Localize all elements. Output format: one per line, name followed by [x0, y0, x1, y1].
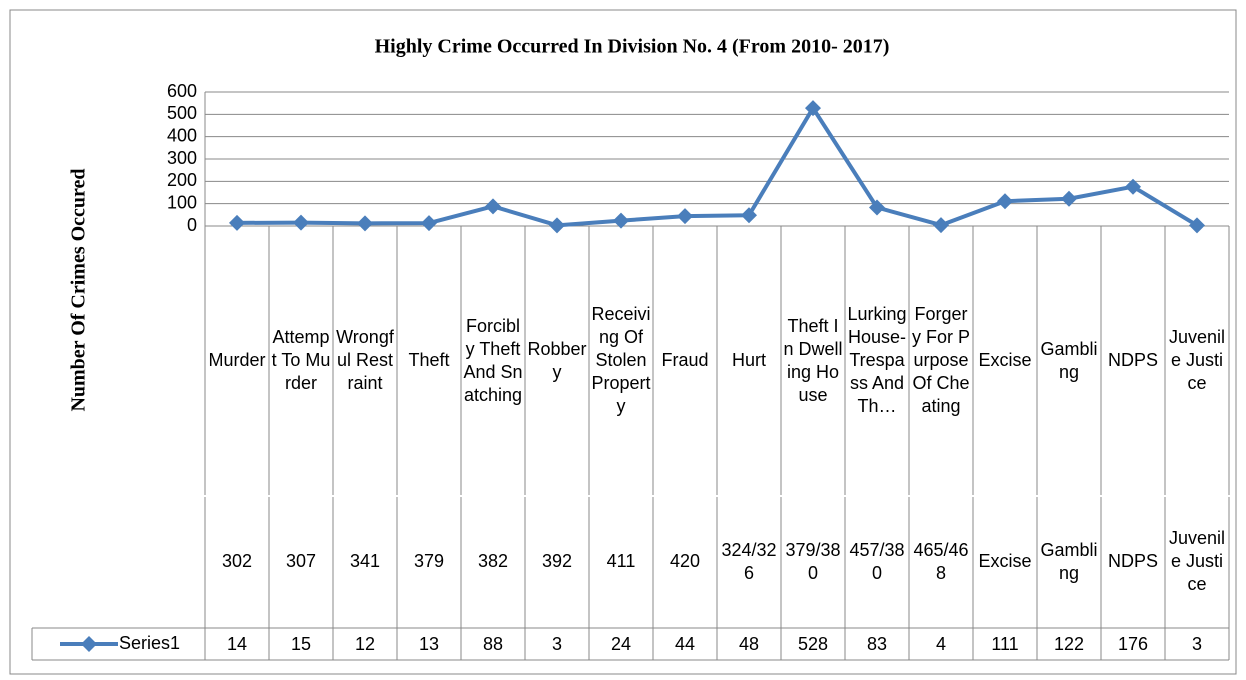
y-tick-label: 200: [167, 170, 197, 190]
marker: [613, 212, 629, 229]
data-table-value: 48: [738, 633, 760, 654]
subcategory-label: 411: [606, 551, 636, 571]
data-table-value: 111: [991, 633, 1019, 654]
data-table-value: 24: [610, 633, 632, 654]
data-table-value: 44: [674, 633, 696, 654]
data-table-value: 528: [797, 633, 829, 654]
marker: [997, 193, 1013, 210]
category-label: Hurt: [731, 350, 766, 370]
category-label: Theft In Dwelling House: [783, 315, 843, 405]
marker: [741, 207, 757, 224]
y-tick-label: 500: [167, 103, 197, 123]
category-label: Gambling: [1040, 338, 1098, 382]
subcategory-label: 302: [221, 551, 253, 571]
marker: [677, 208, 693, 225]
subcategory-label: 379/380: [785, 539, 841, 583]
legend-marker: [81, 636, 97, 652]
chart-border: [9, 9, 1237, 675]
marker: [549, 217, 565, 234]
marker: [1061, 190, 1077, 207]
marker: [933, 217, 949, 234]
data-table-value: 83: [866, 633, 888, 654]
subcategory-label: Excise: [978, 551, 1032, 571]
category-label: Wrongful Restraint: [336, 327, 394, 393]
y-tick-label: 400: [167, 125, 197, 145]
data-table-value: 3: [1191, 633, 1202, 654]
marker: [1125, 178, 1141, 195]
subcategory-label: 307: [285, 551, 317, 571]
subcategory-label: 379: [413, 551, 445, 571]
category-label: Fraud: [661, 350, 709, 370]
marker: [485, 198, 501, 215]
subcategory-label: Gambling: [1040, 539, 1098, 583]
data-table-value: 3: [551, 633, 562, 654]
marker: [869, 199, 885, 216]
marker: [421, 215, 437, 232]
y-tick-label: 600: [167, 81, 197, 101]
y-tick-label: 100: [167, 192, 197, 212]
category-label: Receiving Of Stolen Property: [591, 304, 651, 416]
subcategory-label: Juvenile Justice: [1168, 528, 1226, 594]
subcategory-label: 341: [349, 551, 381, 571]
category-label: Theft: [408, 350, 450, 370]
subcategory-label: 457/380: [849, 539, 905, 583]
y-tick-label: 300: [167, 148, 197, 168]
subcategory-label: NDPS: [1107, 551, 1158, 571]
category-label: Excise: [978, 350, 1032, 370]
category-label: Robbery: [527, 338, 587, 382]
subcategory-label: 392: [541, 551, 573, 571]
y-axis-label: Number Of Crimes Occured: [68, 168, 90, 411]
chart-title: Highly Crime Occurred In Division No. 4 …: [375, 36, 890, 58]
category-label: Murder: [208, 350, 266, 370]
data-table-value: 122: [1053, 633, 1085, 654]
y-tick-label: 0: [187, 215, 197, 235]
category-label: Juvenile Justice: [1168, 327, 1226, 393]
category-label: Attempt To Murder: [271, 327, 331, 393]
data-table-value: 12: [354, 633, 376, 654]
data-table-value: 176: [1117, 633, 1149, 654]
category-label: Forcibly Theft And Snatching: [463, 315, 523, 405]
marker: [1189, 217, 1205, 234]
data-table-value: 13: [418, 633, 440, 654]
data-table-value: 14: [226, 633, 248, 654]
marker: [357, 215, 373, 232]
subcategory-label: 324/326: [721, 539, 777, 583]
subcategory-label: 382: [477, 551, 509, 571]
data-table-value: 15: [290, 633, 312, 654]
category-label: NDPS: [1107, 350, 1158, 370]
marker: [805, 100, 821, 117]
subcategory-label: 465/468: [913, 539, 969, 583]
data-table-value: 4: [935, 633, 946, 654]
category-label: Lurking House-Trespass And Th…: [847, 304, 907, 416]
subcategory-label: 420: [669, 551, 701, 571]
marker: [229, 214, 245, 231]
data-table-value: 88: [482, 633, 504, 654]
marker: [293, 214, 309, 231]
legend-label: Series1: [119, 633, 180, 653]
category-label: Forgery For Purpose Of Cheating: [911, 304, 970, 416]
series-line: [236, 106, 1199, 228]
